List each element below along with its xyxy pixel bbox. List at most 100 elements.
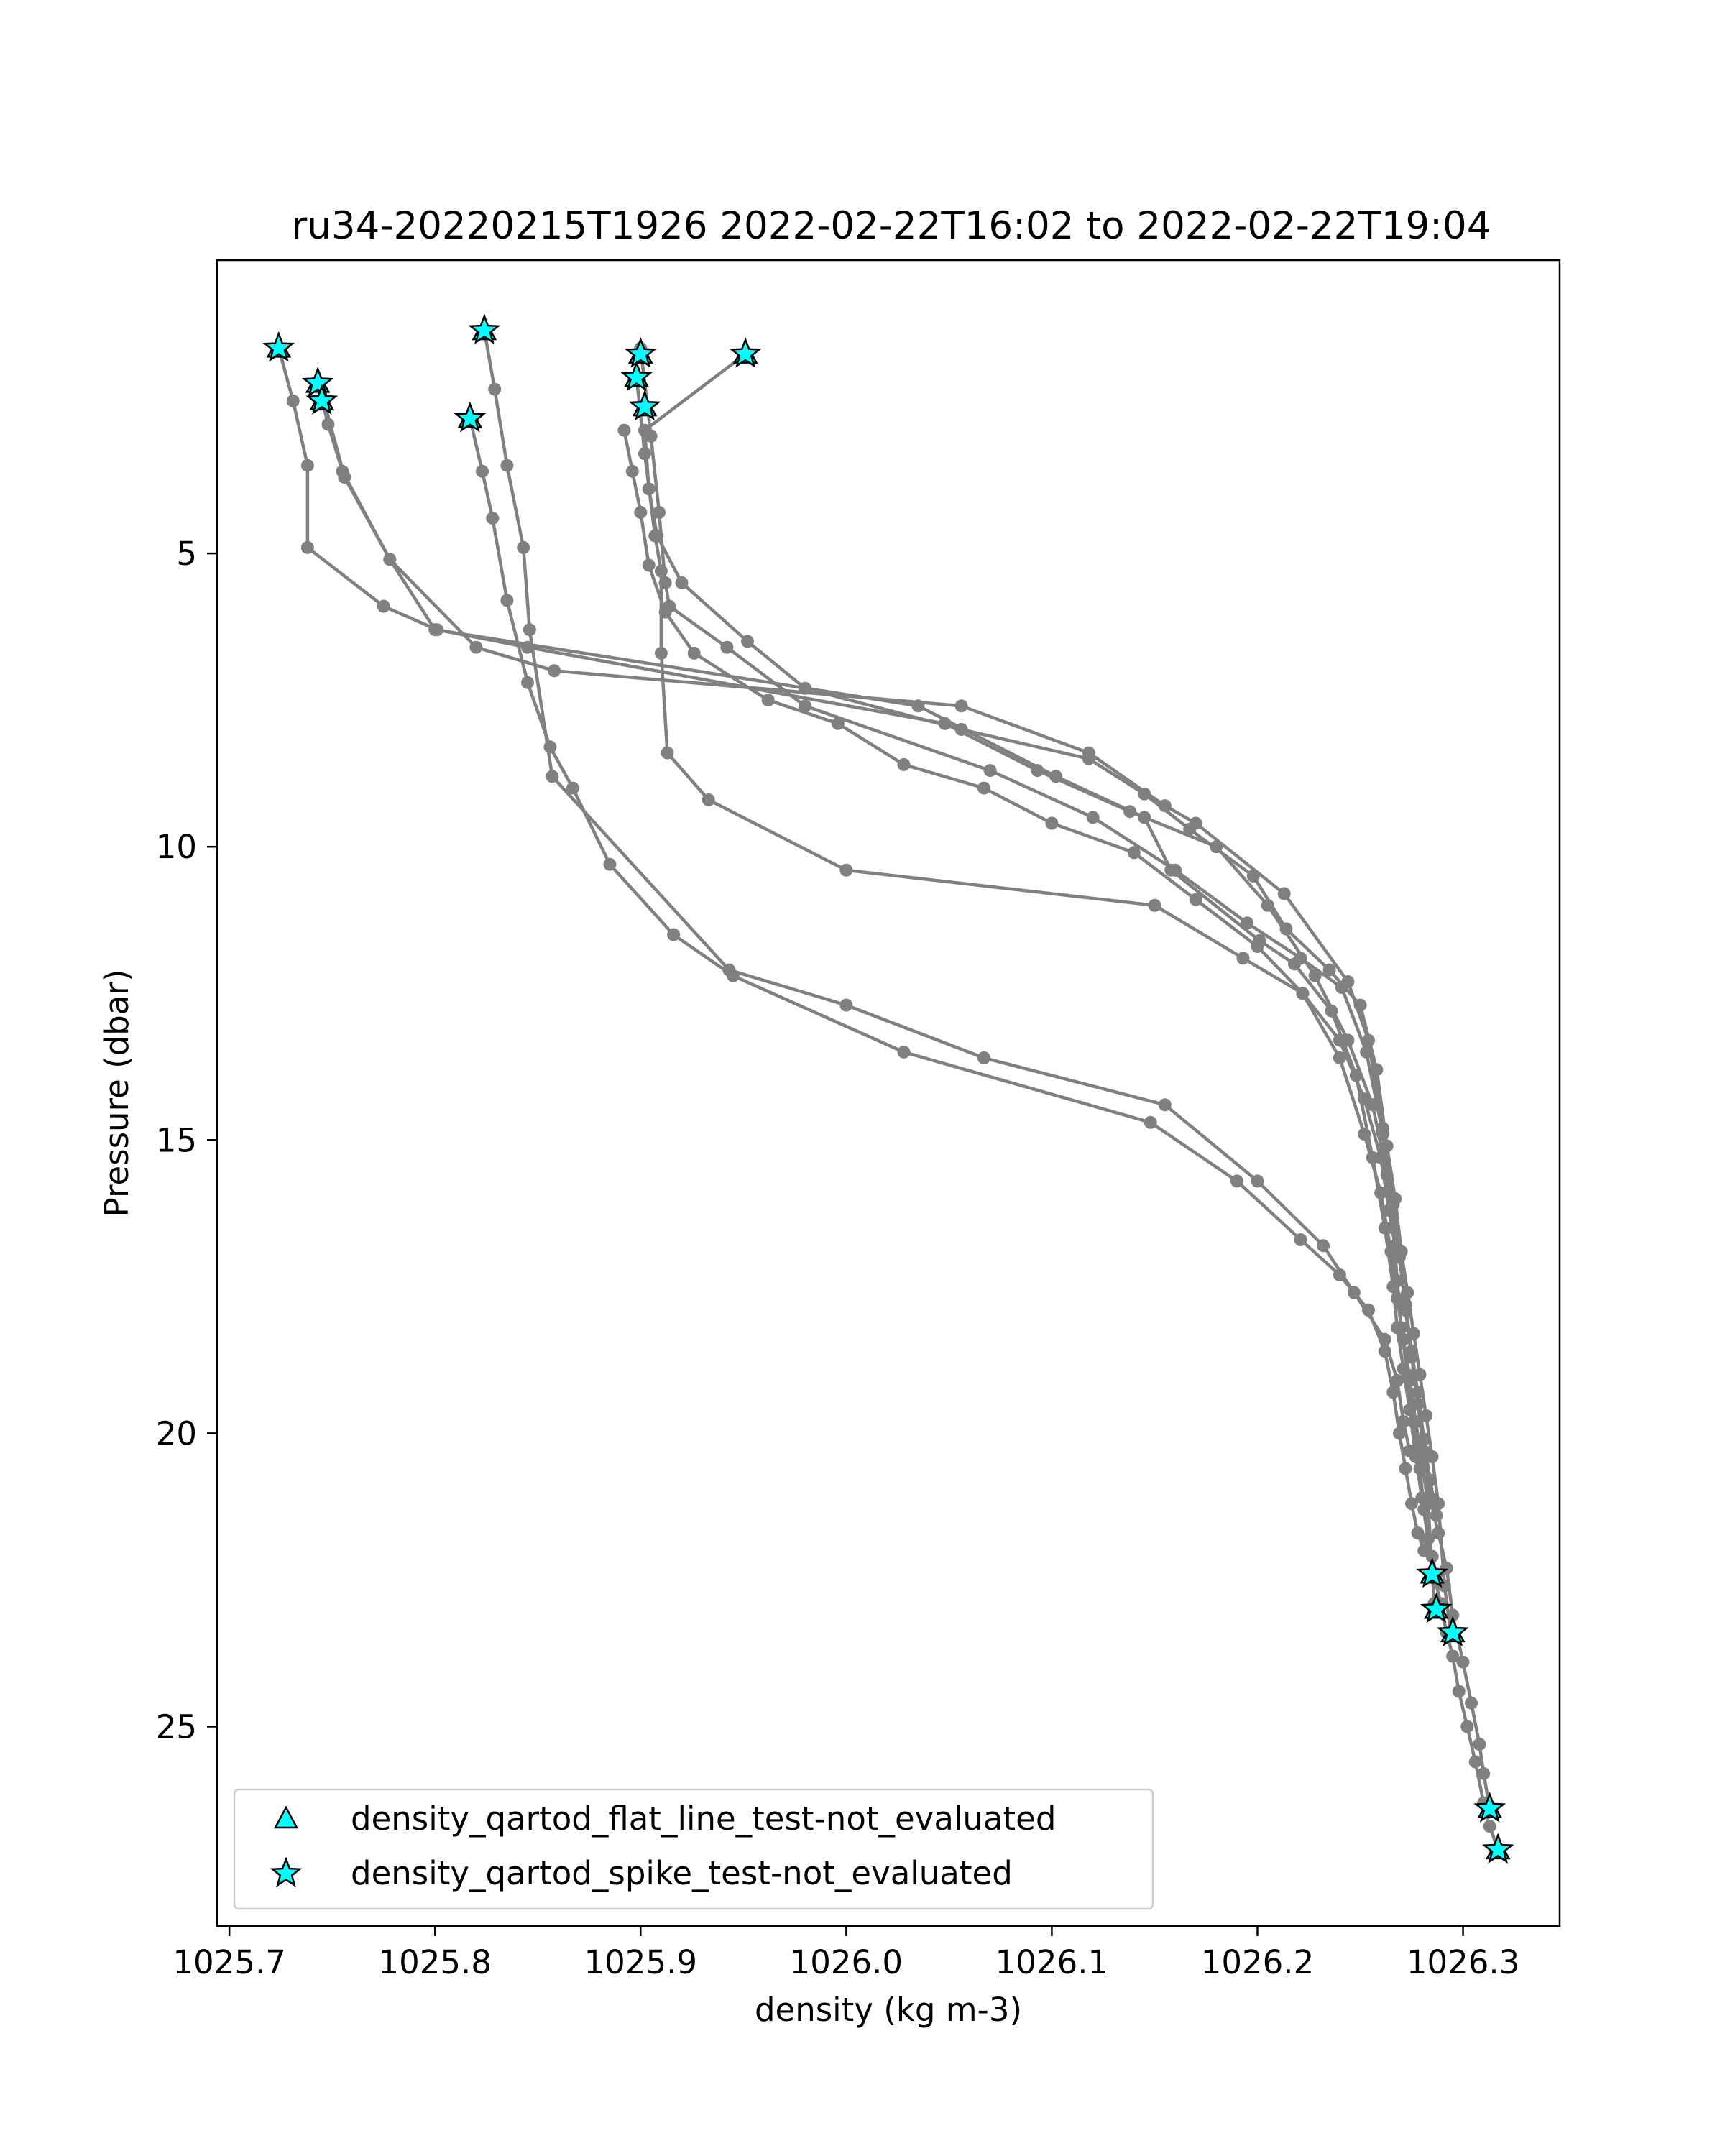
profile-point [1392,1427,1406,1440]
profile-point [650,529,664,543]
profile-point [488,382,502,396]
profile-point [1317,1239,1330,1253]
profile-point [840,998,853,1012]
profile-point [1279,922,1293,936]
profile-point [1353,998,1367,1012]
profile-point [300,459,314,472]
profile-point [1411,1386,1425,1399]
profile-point [1210,840,1223,854]
profile-point [653,506,666,519]
profile-point [1382,1204,1396,1217]
spike-flag-marker [454,401,487,433]
profile-point [1086,811,1100,824]
profile-line-9 [622,430,1397,1246]
profile-point [1251,1174,1264,1188]
profile-point [1468,1755,1482,1769]
profile-point [741,635,754,648]
profile-point [1241,916,1254,930]
profile-point [654,646,668,660]
profile-point [338,471,351,484]
profile-point [1370,1063,1384,1077]
profile-point [658,605,672,619]
profile-point [911,699,925,713]
profile-point [954,699,968,713]
profile-point [799,699,812,713]
legend-triangle-marker [273,1805,299,1829]
profile-point [1477,1766,1491,1780]
profile-point [1358,1128,1371,1141]
profile-point [543,740,557,754]
x-tick-label: 1025.7 [172,1943,285,1981]
profile-point [1127,846,1141,860]
profile-point [1420,1409,1433,1422]
profile-point [1405,1497,1418,1511]
profile-point [1148,898,1162,912]
spike-flag-marker [305,384,339,415]
profile-point [1401,1286,1414,1299]
profile-point [1473,1738,1486,1751]
y-axis-label: Pressure (dbar) [98,969,136,1217]
profile-point [1415,1456,1429,1470]
x-tick-label: 1026.3 [1407,1943,1519,1981]
profile-point [642,482,656,496]
profile-point [983,764,997,778]
profile-point [1169,863,1182,877]
spike-flag-marker [1420,1592,1453,1623]
profile-point [486,512,500,525]
spike-flag-marker [1473,1792,1506,1823]
plot-frame [216,259,1561,1927]
x-tick-label: 1025.8 [378,1943,491,1981]
profile-point [938,717,952,730]
profile-point [1236,952,1250,965]
profile-point [720,640,734,654]
profile-point [1362,1304,1375,1317]
profile-point [1349,1069,1363,1082]
profile-point [702,793,715,806]
profile-point [1358,1092,1371,1106]
profile-point [1465,1696,1478,1710]
profile-point [1432,1526,1445,1540]
profile-point [1456,1655,1470,1669]
profile-point [1399,1462,1412,1475]
profile-point [1378,1332,1392,1346]
profile-point [1407,1327,1420,1340]
profile-point [521,640,534,654]
x-tick-label: 1025.9 [584,1943,697,1981]
profile-point [638,423,651,437]
profile-point [428,623,442,637]
profile-point [1417,1544,1431,1557]
profile-point [500,459,514,472]
legend-label-spike: density_qartod_spike_test-not_evaluated [351,1854,1013,1892]
profile-point [1413,1368,1427,1381]
profile-point [1389,1192,1402,1205]
profile-point [978,1051,990,1064]
profile-point [654,564,668,578]
profile-point [1452,1685,1466,1698]
profile-point [1251,940,1264,953]
profile-point [897,1045,911,1059]
profile-point [1138,811,1151,824]
profile-point [1386,1280,1400,1294]
profile-point [517,540,530,554]
profile-point [1386,1386,1400,1399]
profile-point [1333,1051,1346,1064]
y-tick-label: 5 [176,535,197,573]
profile-point [548,664,561,678]
spike-flag-marker [1416,1557,1449,1588]
profile-point [954,723,968,736]
x-tick-label: 1026.0 [790,1943,903,1981]
profile-point [1378,1345,1392,1358]
spike-flag-marker [729,337,762,368]
chart-title: ru34-20220215T1926 2022-02-22T16:02 to 2… [292,204,1491,248]
profile-point [1403,1444,1417,1457]
profile-point [1045,816,1059,830]
profile-point [1397,1332,1410,1346]
profile-point [1417,1432,1431,1446]
profile-point [1294,952,1307,965]
profile-point [1049,770,1063,783]
profile-point [1144,1115,1157,1129]
profile-point [658,576,672,589]
profile-point [300,540,314,554]
legend-box [233,1788,1154,1910]
x-tick-label: 1026.1 [995,1943,1108,1981]
